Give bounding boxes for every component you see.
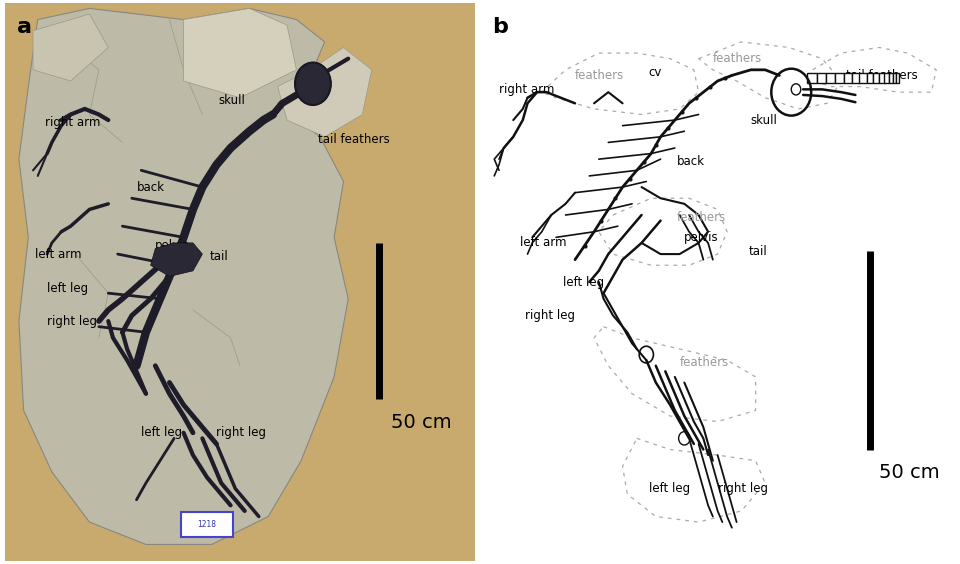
Text: b: b (492, 17, 508, 37)
FancyBboxPatch shape (873, 73, 879, 83)
Text: tail feathers: tail feathers (846, 69, 918, 82)
Text: pelvis: pelvis (684, 231, 719, 244)
Text: back: back (136, 180, 164, 193)
FancyBboxPatch shape (835, 73, 844, 83)
Text: right arm: right arm (45, 116, 100, 129)
FancyBboxPatch shape (844, 73, 852, 83)
FancyBboxPatch shape (817, 73, 827, 83)
Text: tail: tail (749, 245, 767, 258)
FancyBboxPatch shape (827, 73, 835, 83)
Text: left leg: left leg (564, 275, 604, 289)
Polygon shape (19, 8, 348, 544)
Text: tail: tail (209, 250, 228, 263)
FancyBboxPatch shape (852, 73, 859, 83)
Polygon shape (33, 14, 108, 81)
Text: a: a (16, 17, 32, 37)
Polygon shape (151, 243, 203, 276)
Text: feathers: feathers (575, 69, 624, 82)
Text: 50 cm: 50 cm (391, 413, 451, 432)
Text: cv: cv (649, 66, 662, 79)
Text: left arm: left arm (520, 236, 567, 249)
Text: pelvis: pelvis (156, 239, 190, 252)
Text: tail feathers: tail feathers (318, 133, 390, 146)
Text: feathers: feathers (677, 212, 727, 224)
Text: back: back (677, 156, 706, 169)
Text: right leg: right leg (47, 315, 97, 328)
FancyBboxPatch shape (181, 512, 233, 537)
FancyBboxPatch shape (879, 73, 884, 83)
Text: left arm: left arm (36, 248, 82, 261)
Text: right leg: right leg (217, 426, 267, 439)
FancyBboxPatch shape (896, 73, 899, 83)
Text: skull: skull (219, 94, 246, 107)
Polygon shape (183, 8, 297, 98)
Text: left leg: left leg (649, 482, 690, 495)
Text: 50 cm: 50 cm (879, 464, 940, 482)
FancyBboxPatch shape (807, 73, 817, 83)
Text: 1218: 1218 (198, 521, 217, 530)
Polygon shape (277, 47, 372, 137)
Text: feathers: feathers (680, 356, 729, 369)
Text: feathers: feathers (713, 52, 762, 65)
FancyBboxPatch shape (884, 73, 889, 83)
FancyBboxPatch shape (867, 73, 874, 83)
Text: left leg: left leg (141, 426, 182, 439)
Text: right arm: right arm (499, 83, 554, 96)
FancyBboxPatch shape (859, 73, 867, 83)
Text: right leg: right leg (718, 482, 768, 495)
Text: right leg: right leg (525, 309, 575, 322)
Text: skull: skull (751, 113, 778, 126)
FancyBboxPatch shape (893, 73, 897, 83)
Text: left leg: left leg (47, 282, 88, 295)
Circle shape (295, 63, 331, 105)
FancyBboxPatch shape (889, 73, 893, 83)
